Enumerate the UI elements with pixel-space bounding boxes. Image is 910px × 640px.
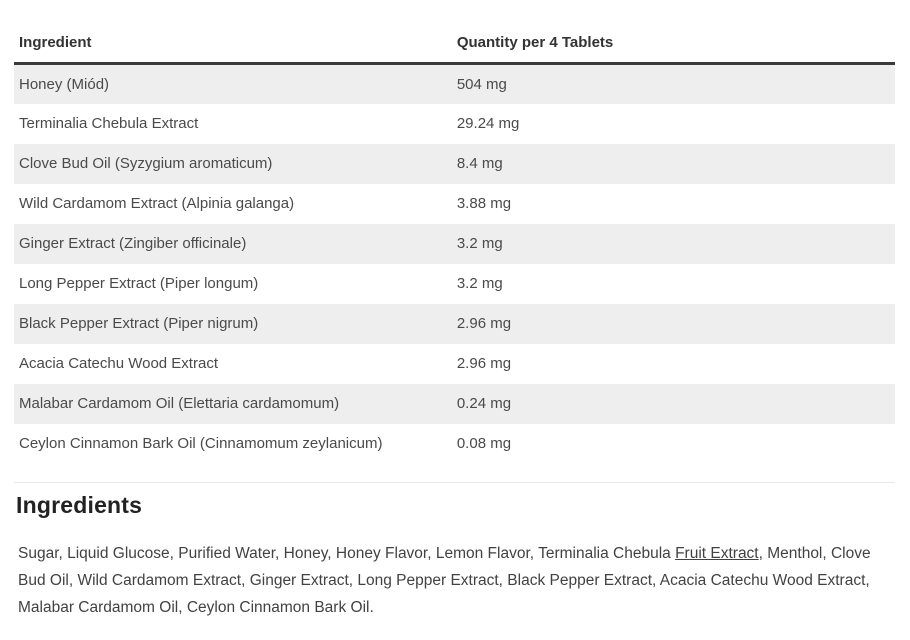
table-row: Acacia Catechu Wood Extract 2.96 mg xyxy=(14,344,895,384)
ingredient-cell: Black Pepper Extract (Piper nigrum) xyxy=(19,315,259,332)
quantity-cell: 0.08 mg xyxy=(456,435,512,452)
ingredient-cell: Long Pepper Extract (Piper longum) xyxy=(19,275,259,292)
table-row: Long Pepper Extract (Piper longum) 3.2 m… xyxy=(14,264,895,304)
quantity-cell: 3.88 mg xyxy=(456,195,512,212)
table-row: Terminalia Chebula Extract 29.24 mg xyxy=(14,104,895,144)
section-divider xyxy=(14,481,895,483)
table-header-row: Ingredient Quantity per 4 Tablets xyxy=(14,24,895,65)
ingredient-cell: Acacia Catechu Wood Extract xyxy=(19,355,218,372)
quantity-cell: 29.24 mg xyxy=(456,115,520,132)
ingredient-cell: Ginger Extract (Zingiber officinale) xyxy=(19,235,247,252)
ingredient-cell: Wild Cardamom Extract (Alpinia galanga) xyxy=(19,195,295,212)
ingredient-cell: Clove Bud Oil (Syzygium aromaticum) xyxy=(19,155,273,172)
fruit-extract-link[interactable]: Fruit Extract xyxy=(675,544,759,562)
table-row: Ceylon Cinnamon Bark Oil (Cinnamomum zey… xyxy=(14,424,895,464)
ingredients-text-before-link: Sugar, Liquid Glucose, Purified Water, H… xyxy=(18,544,676,562)
ingredients-paragraph: Sugar, Liquid Glucose, Purified Water, H… xyxy=(18,540,895,621)
ingredients-quantity-table: Ingredient Quantity per 4 Tablets Honey … xyxy=(14,24,895,464)
quantity-cell: 8.4 mg xyxy=(456,155,503,172)
table-row: Black Pepper Extract (Piper nigrum) 2.96… xyxy=(14,303,895,344)
ingredients-table-body: Honey (Miód) 504 mg Terminalia Chebula E… xyxy=(14,63,895,464)
quantity-cell: 3.2 mg xyxy=(456,275,503,292)
table-header: Ingredient Quantity per 4 Tablets xyxy=(14,24,895,65)
ingredients-heading: Ingredients xyxy=(16,491,143,518)
ingredient-cell: Ceylon Cinnamon Bark Oil (Cinnamomum zey… xyxy=(19,435,383,452)
table-row: Honey (Miód) 504 mg xyxy=(14,63,895,104)
quantity-cell: 3.2 mg xyxy=(456,235,503,252)
ingredient-cell: Terminalia Chebula Extract xyxy=(19,115,199,132)
column-header-ingredient: Ingredient xyxy=(14,24,452,65)
table-row: Wild Cardamom Extract (Alpinia galanga) … xyxy=(14,184,895,224)
column-header-quantity: Quantity per 4 Tablets xyxy=(451,24,895,65)
quantity-cell: 0.24 mg xyxy=(456,395,512,412)
page-content: Ingredient Quantity per 4 Tablets Honey … xyxy=(14,24,895,621)
quantity-cell: 504 mg xyxy=(456,75,507,93)
ingredients-text-after-link: , Menthol, Clove Bud Oil, Wild Cardamom … xyxy=(18,544,871,616)
quantity-cell: 2.96 mg xyxy=(456,315,512,332)
table-row: Malabar Cardamom Oil (Elettaria cardamom… xyxy=(14,383,895,424)
table-row: Ginger Extract (Zingiber officinale) 3.2… xyxy=(14,223,895,264)
ingredient-cell: Malabar Cardamom Oil (Elettaria cardamom… xyxy=(19,395,340,412)
ingredient-cell: Honey (Miód) xyxy=(19,75,110,93)
table-row: Clove Bud Oil (Syzygium aromaticum) 8.4 … xyxy=(14,143,895,184)
quantity-cell: 2.96 mg xyxy=(456,355,512,372)
